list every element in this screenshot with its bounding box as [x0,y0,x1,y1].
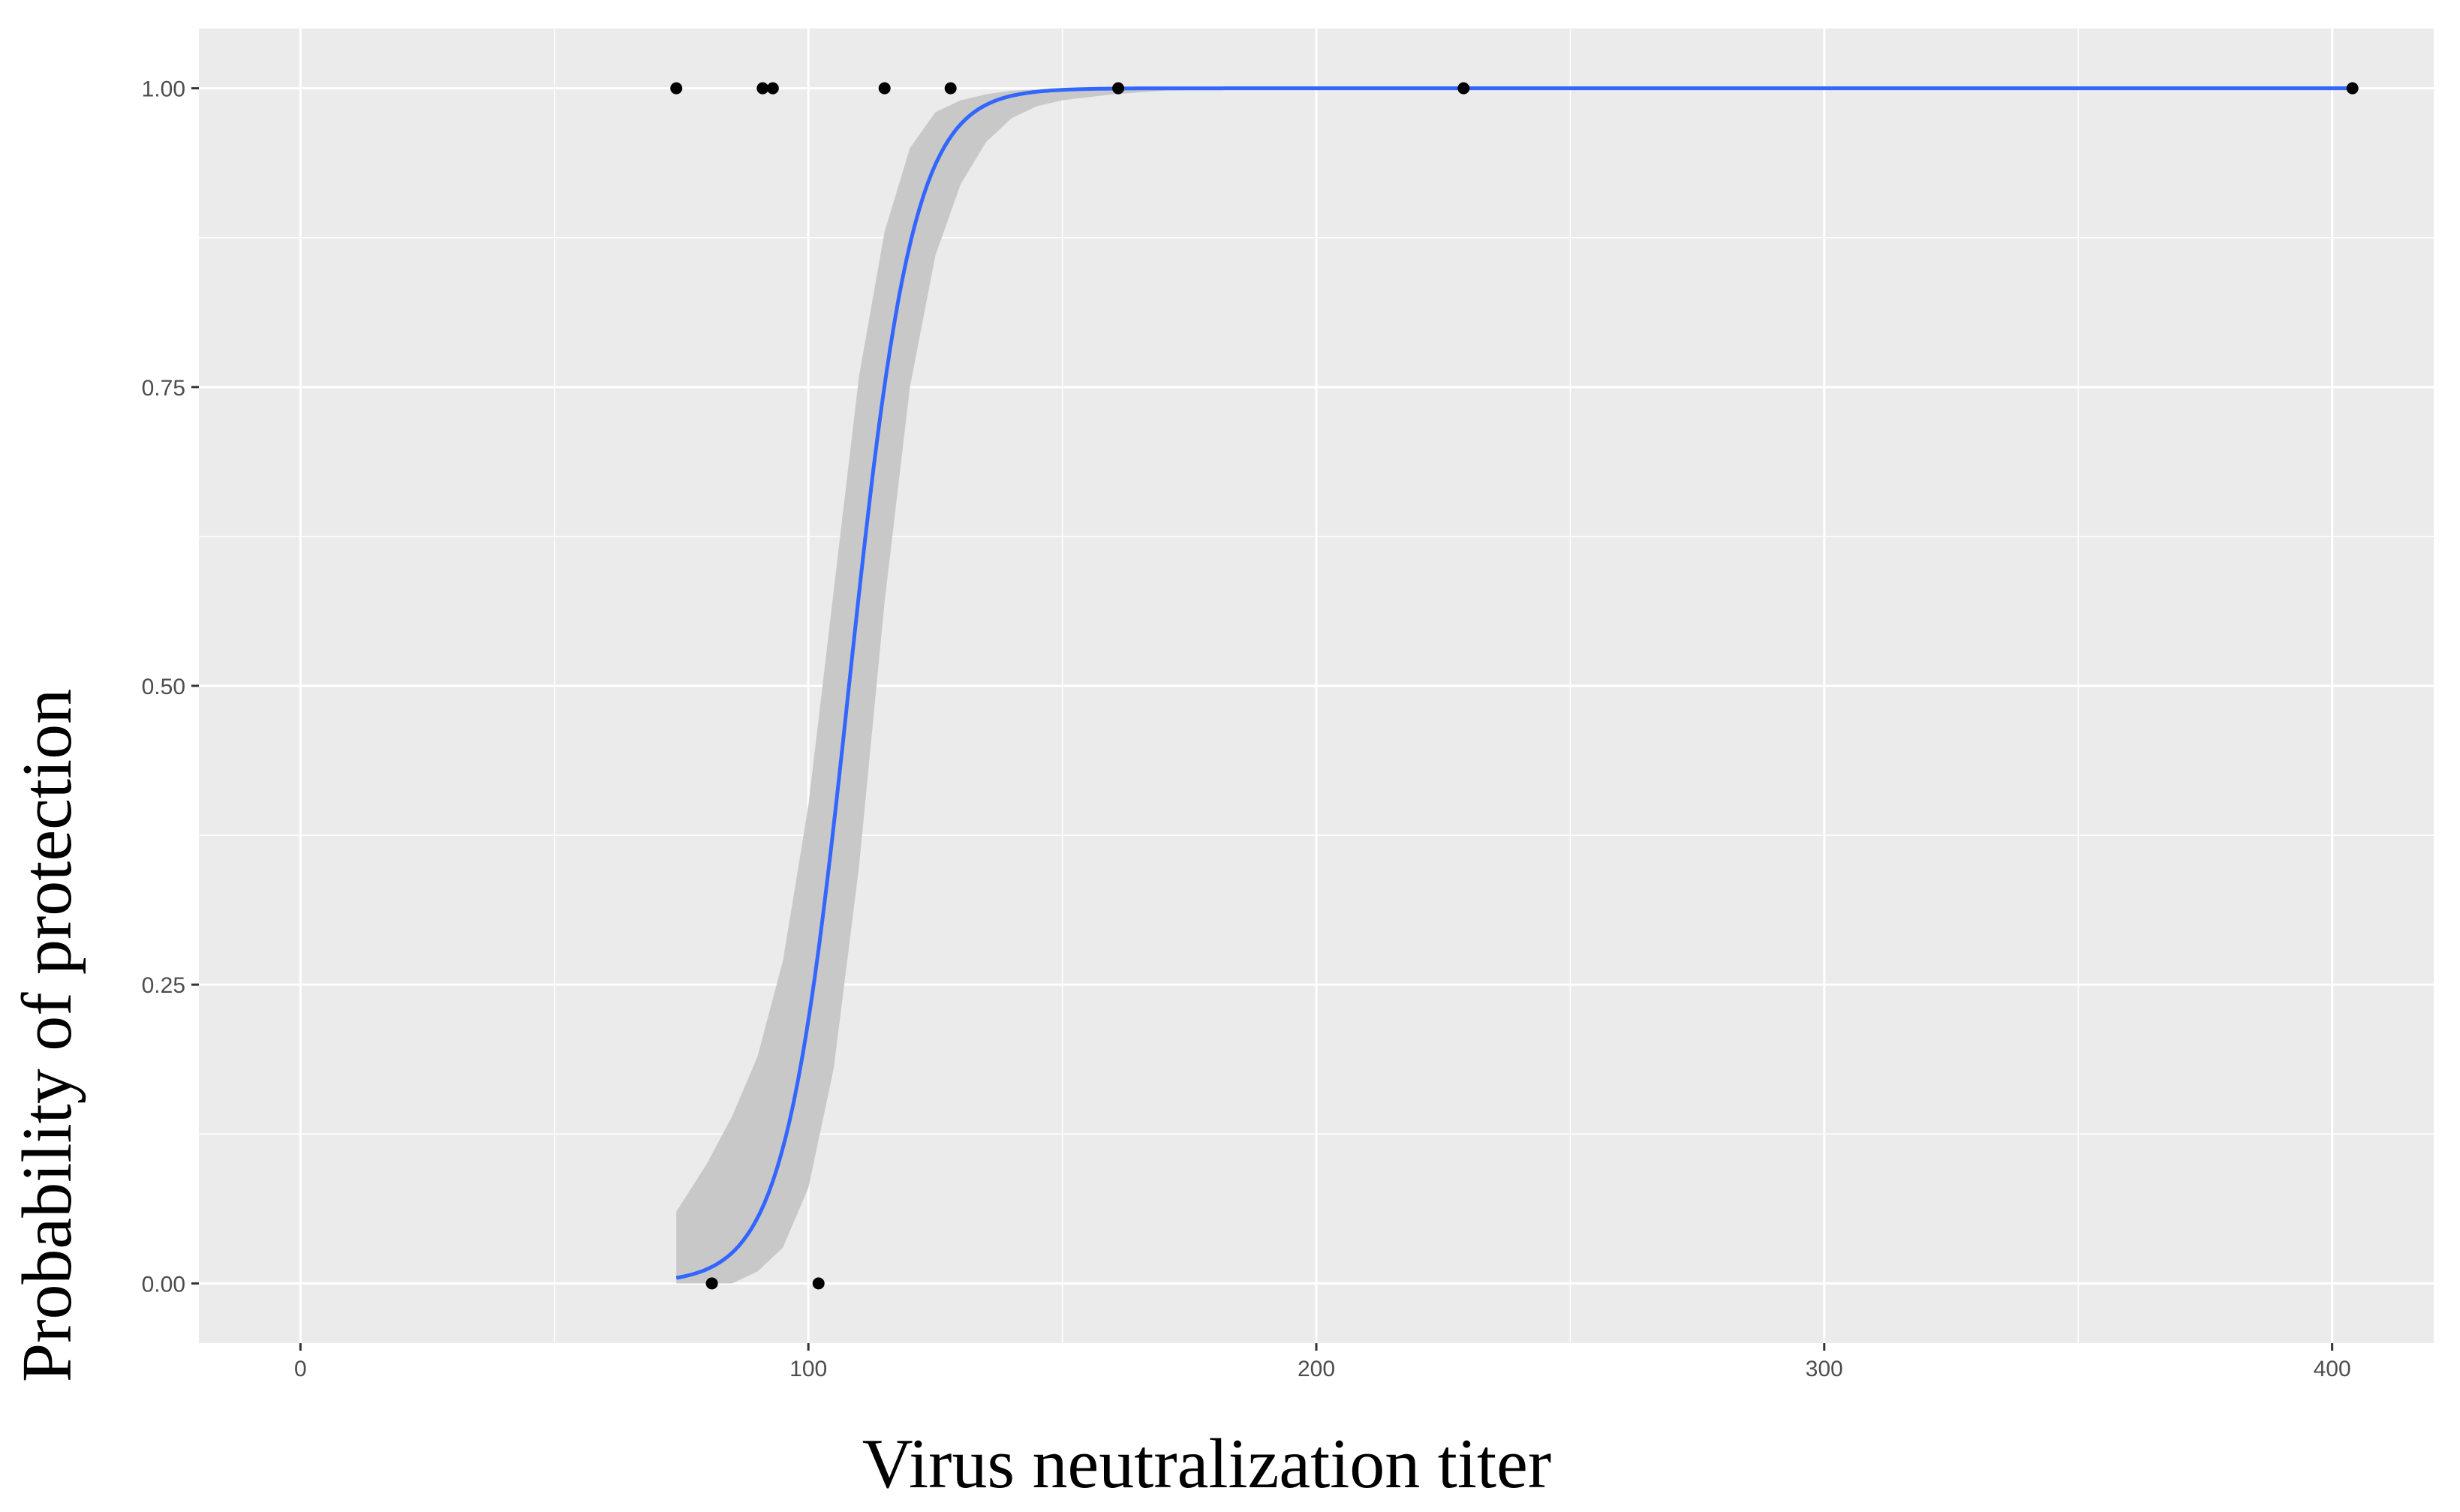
data-point [756,82,769,95]
y-tick-label: 0.25 [142,973,185,998]
x-axis-title: Virus neutralization titer [862,1425,1551,1503]
data-points-layer [670,82,2359,1290]
x-tick-label: 400 [2314,1357,2351,1381]
x-tick-label: 300 [1806,1357,1843,1381]
data-point [705,1277,718,1290]
data-point [670,82,683,95]
y-tick-label: 0.75 [142,376,185,401]
y-axis-title: Probability of protection [8,689,86,1382]
fit-line-layer [675,86,2353,1280]
x-tick-label: 0 [294,1357,307,1381]
fit-line [675,86,2353,1280]
data-point [1112,82,1125,95]
data-point [2346,82,2359,95]
y-tick-label: 1.00 [142,77,185,102]
x-axis-ticks: 0 100 200 300 400 [294,1343,2351,1381]
data-point [812,1277,825,1290]
data-point [1457,82,1470,95]
x-tick-label: 200 [1298,1357,1335,1381]
data-point [878,82,891,95]
y-tick-label: 0.00 [142,1272,185,1297]
x-tick-label: 100 [789,1357,827,1381]
y-tick-label: 0.50 [142,675,185,699]
data-point [766,82,779,95]
y-axis-ticks: 0.00 0.25 0.50 0.75 1.00 [142,77,199,1297]
data-point [944,82,957,95]
